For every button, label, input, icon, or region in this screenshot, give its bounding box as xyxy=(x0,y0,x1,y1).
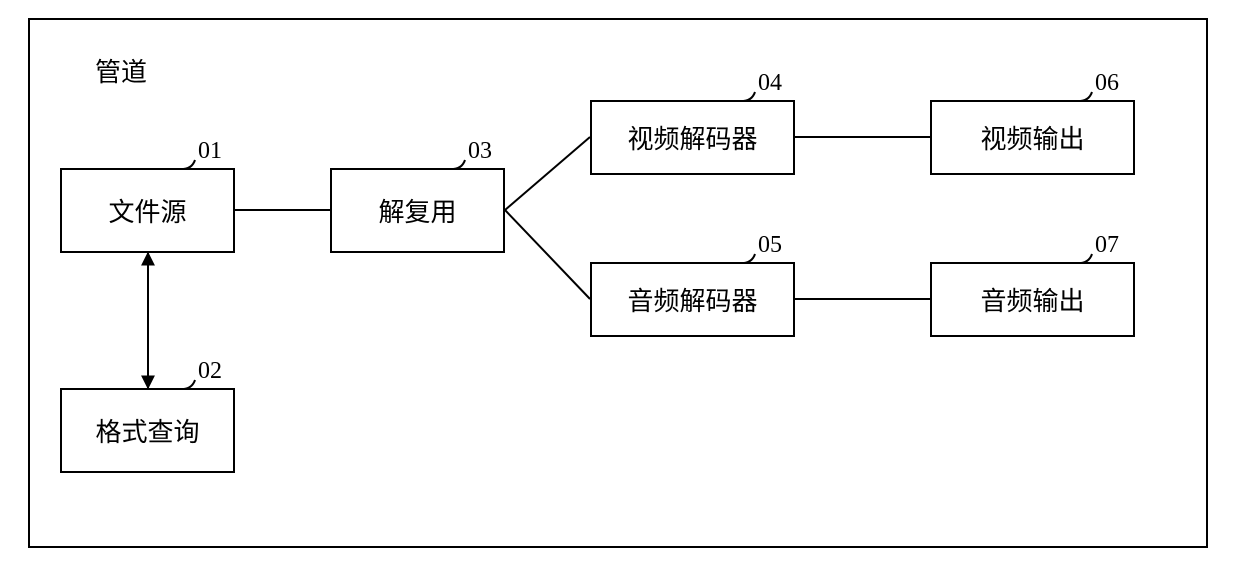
node-04: 视频解码器 xyxy=(590,100,795,175)
id-label-01: 01 xyxy=(198,138,222,165)
node-02: 格式查询 xyxy=(60,388,235,473)
id-label-07: 07 xyxy=(1095,232,1119,259)
node-07: 音频输出 xyxy=(930,262,1135,337)
node-06: 视频输出 xyxy=(930,100,1135,175)
id-label-03: 03 xyxy=(468,138,492,165)
id-label-04: 04 xyxy=(758,70,782,97)
node-03: 解复用 xyxy=(330,168,505,253)
node-01: 文件源 xyxy=(60,168,235,253)
id-label-02: 02 xyxy=(198,358,222,385)
id-label-06: 06 xyxy=(1095,70,1119,97)
diagram-title: 管道 xyxy=(95,52,147,89)
node-05: 音频解码器 xyxy=(590,262,795,337)
id-label-05: 05 xyxy=(758,232,782,259)
